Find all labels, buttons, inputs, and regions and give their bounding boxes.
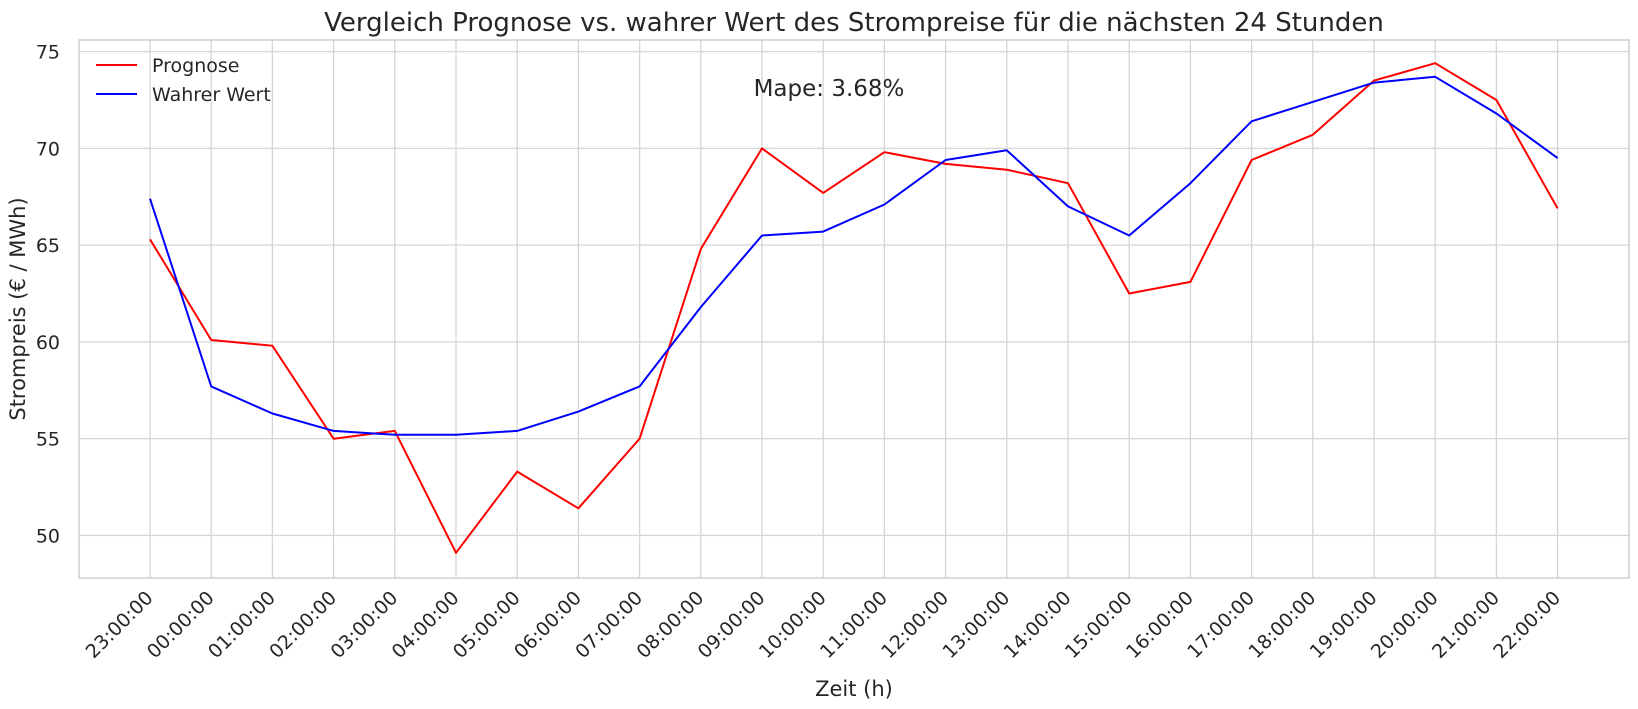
- grid: [79, 40, 1629, 578]
- x-axis-label: Zeit (h): [815, 677, 893, 701]
- series-line-wahrer-wert: [149, 75, 1559, 436]
- legend-label-prognose: Prognose: [152, 55, 239, 77]
- legend: Prognose Wahrer Wert: [96, 55, 271, 106]
- y-tick-label: 50: [36, 525, 60, 547]
- y-tick-label: 60: [36, 332, 60, 354]
- plot-area-frame: [78, 39, 1630, 579]
- mape-annotation: Mape: 3.68%: [754, 76, 905, 102]
- chart-title: Vergleich Prognose vs. wahrer Wert des S…: [324, 8, 1384, 38]
- y-tick-label: 75: [36, 42, 60, 64]
- legend-label-wahrer-wert: Wahrer Wert: [152, 84, 271, 106]
- y-tick-label: 65: [36, 235, 60, 257]
- x-tick-label: 22:00:00: [1489, 587, 1565, 663]
- series-line-prognose: [149, 62, 1559, 554]
- y-tick-label: 70: [36, 138, 60, 160]
- y-tick-labels: 50 55 60 65 70 75: [36, 42, 60, 548]
- y-tick-label: 55: [36, 429, 60, 451]
- series-layer: [149, 62, 1559, 554]
- y-axis-label: Strompreis (€ / MWh): [6, 197, 30, 420]
- x-tick-labels: 23:00:0000:00:0001:00:0002:00:0003:00:00…: [82, 587, 1566, 663]
